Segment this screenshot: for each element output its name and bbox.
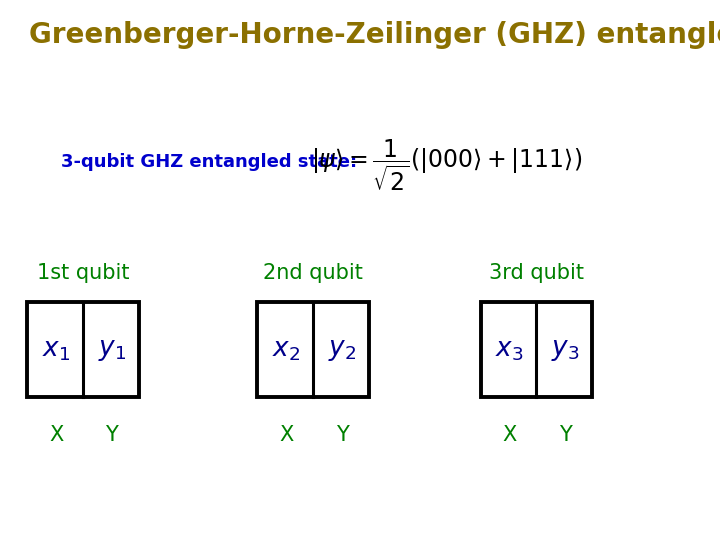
Text: Y: Y bbox=[105, 424, 118, 445]
Text: 3rd qubit: 3rd qubit bbox=[489, 262, 584, 283]
Text: $x_2$: $x_2$ bbox=[272, 336, 300, 363]
Text: X: X bbox=[279, 424, 294, 445]
Text: 1st qubit: 1st qubit bbox=[37, 262, 129, 283]
Text: 2nd qubit: 2nd qubit bbox=[264, 262, 363, 283]
Bar bbox=[258, 302, 369, 397]
Text: $y_2$: $y_2$ bbox=[328, 336, 356, 363]
Text: $x_3$: $x_3$ bbox=[495, 336, 524, 363]
Text: $y_1$: $y_1$ bbox=[98, 336, 126, 363]
Text: $y_3$: $y_3$ bbox=[551, 336, 580, 363]
Text: X: X bbox=[503, 424, 517, 445]
Text: Y: Y bbox=[336, 424, 348, 445]
Text: $x_1$: $x_1$ bbox=[42, 336, 70, 363]
Bar bbox=[27, 302, 138, 397]
Text: 3-qubit GHZ entangled state:: 3-qubit GHZ entangled state: bbox=[61, 153, 357, 171]
Text: $|\psi\rangle = \dfrac{1}{\sqrt{2}}(|000\rangle + |111\rangle)$: $|\psi\rangle = \dfrac{1}{\sqrt{2}}(|000… bbox=[311, 137, 582, 193]
Text: Greenberger-Horne-Zeilinger (GHZ) entanglement: Greenberger-Horne-Zeilinger (GHZ) entang… bbox=[29, 21, 720, 49]
Text: Y: Y bbox=[559, 424, 572, 445]
Bar bbox=[481, 302, 593, 397]
Text: X: X bbox=[49, 424, 63, 445]
